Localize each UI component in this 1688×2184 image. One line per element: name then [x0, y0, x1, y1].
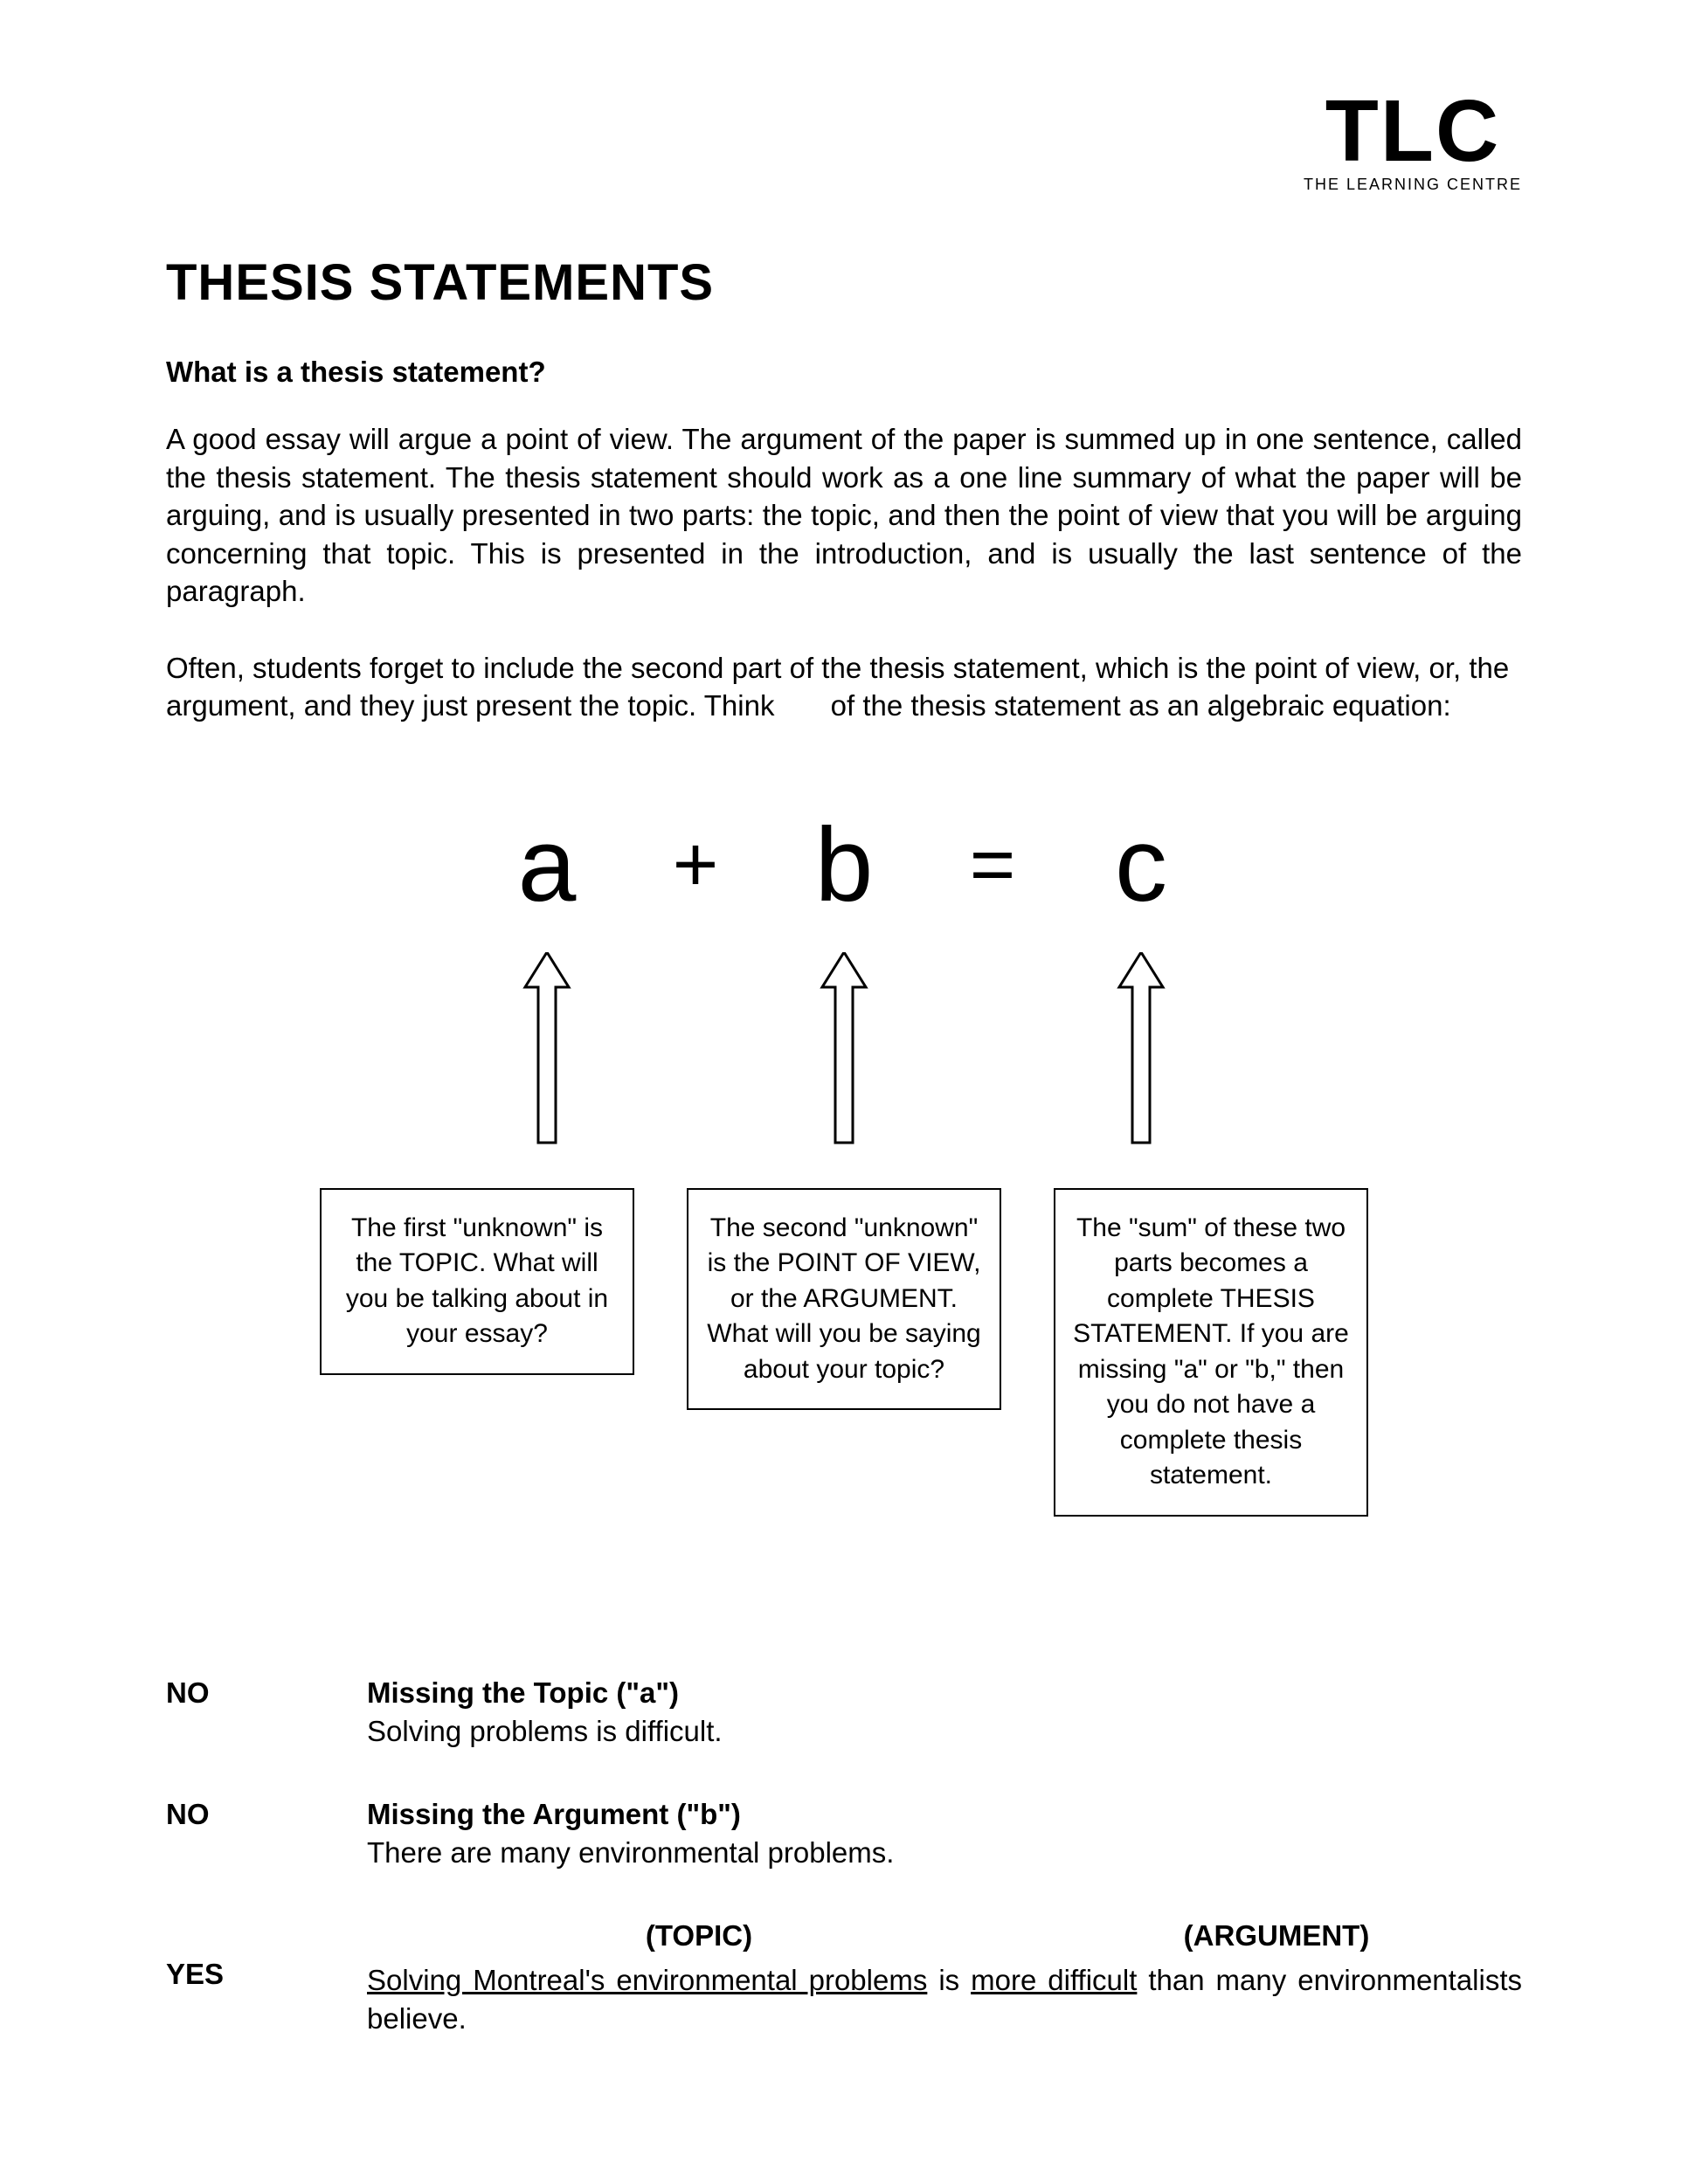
- para2-part-b: of the thesis statement as an algebraic …: [831, 689, 1451, 722]
- yes-mid-1: is: [927, 1964, 971, 1996]
- example-content: Missing the Topic ("a") Solving problems…: [367, 1674, 1522, 1752]
- argument-column-label: (ARGUMENT): [1031, 1917, 1522, 1956]
- equation-plus: +: [643, 826, 748, 904]
- up-arrow-icon: [521, 952, 573, 1144]
- logo-subtitle: THE LEARNING CENTRE: [1304, 176, 1522, 194]
- explanation-box-a: The first "unknown" is the TOPIC. What w…: [320, 1188, 634, 1375]
- example-no-1: NO Missing the Topic ("a") Solving probl…: [166, 1674, 1522, 1752]
- explanation-boxes-row: The first "unknown" is the TOPIC. What w…: [276, 1188, 1412, 1517]
- example-content: (TOPIC) (ARGUMENT) Solving Montreal's en…: [367, 1917, 1522, 2039]
- example-label: NO: [166, 1674, 349, 1713]
- examples-section: NO Missing the Topic ("a") Solving probl…: [166, 1674, 1522, 2039]
- logo-block: TLC THE LEARNING CENTRE: [1304, 92, 1522, 194]
- arrow-b-cell: [748, 952, 940, 1144]
- yes-column-labels: (TOPIC) (ARGUMENT): [367, 1917, 1522, 1956]
- example-heading: Missing the Argument ("b"): [367, 1795, 1522, 1835]
- document-page: TLC THE LEARNING CENTRE THESIS STATEMENT…: [0, 0, 1688, 2184]
- example-yes: YES (TOPIC) (ARGUMENT) Solving Montreal'…: [166, 1917, 1522, 2039]
- equation-a: a: [451, 812, 643, 917]
- up-arrow-icon: [1115, 952, 1167, 1144]
- section-subhead: What is a thesis statement?: [166, 356, 1522, 389]
- example-label: YES: [166, 1917, 349, 1994]
- example-body: There are many environmental problems.: [367, 1834, 1522, 1873]
- example-heading: Missing the Topic ("a"): [367, 1674, 1522, 1713]
- topic-column-label: (TOPIC): [367, 1917, 1031, 1956]
- yes-sentence: Solving Montreal's environmental problem…: [367, 1961, 1522, 2039]
- intro-paragraph-1: A good essay will argue a point of view.…: [166, 420, 1522, 611]
- example-no-2: NO Missing the Argument ("b") There are …: [166, 1795, 1522, 1873]
- logo-main: TLC: [1304, 92, 1522, 170]
- arrow-a-cell: [451, 952, 643, 1144]
- equation-c: c: [1045, 812, 1237, 917]
- equation-b: b: [748, 812, 940, 917]
- arrow-c-cell: [1045, 952, 1237, 1144]
- example-content: Missing the Argument ("b") There are man…: [367, 1795, 1522, 1873]
- arrows-row: [276, 952, 1412, 1144]
- example-label: NO: [166, 1795, 349, 1835]
- page-title: THESIS STATEMENTS: [166, 253, 1522, 312]
- intro-paragraph-2: Often, students forget to include the se…: [166, 649, 1522, 725]
- example-body: Solving problems is difficult.: [367, 1712, 1522, 1752]
- explanation-box-b: The second "unknown" is the POINT OF VIE…: [687, 1188, 1001, 1411]
- yes-topic-phrase: Solving Montreal's environmental problem…: [367, 1964, 927, 1996]
- explanation-box-c: The "sum" of these two parts becomes a c…: [1054, 1188, 1368, 1517]
- up-arrow-icon: [818, 952, 870, 1144]
- yes-argument-phrase: more difficult: [971, 1964, 1137, 1996]
- equation-row: a + b = c: [276, 812, 1412, 917]
- equation-equals: =: [940, 826, 1045, 904]
